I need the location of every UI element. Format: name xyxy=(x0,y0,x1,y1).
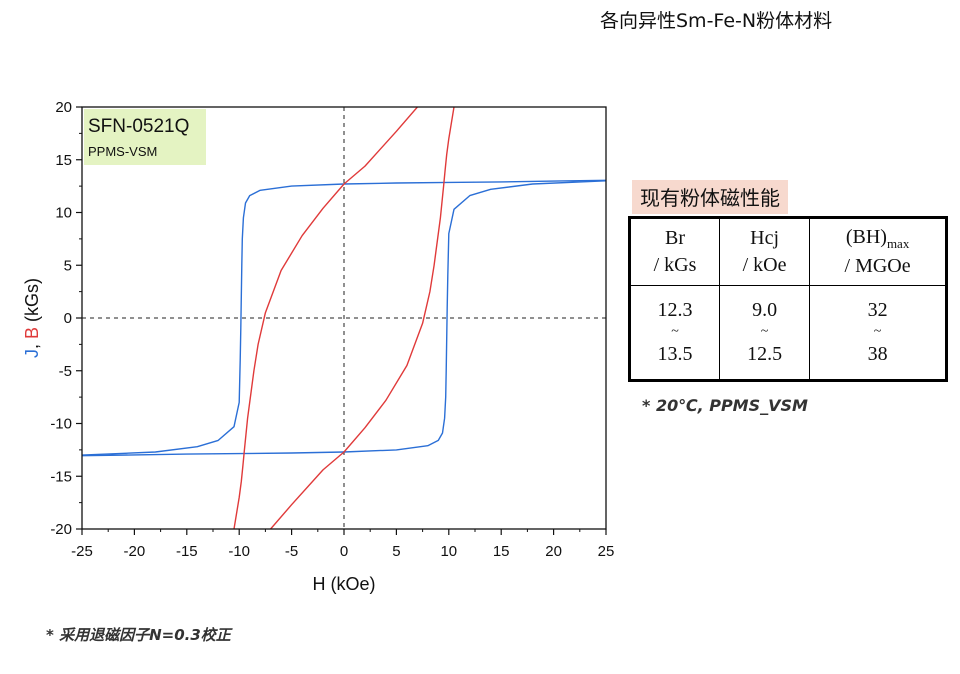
y-axis-title: J, B (kGs) xyxy=(22,278,42,358)
x-tick-label: 15 xyxy=(493,543,510,560)
y-axis-title-part-3: (kGs) xyxy=(22,278,42,327)
curves xyxy=(82,107,606,529)
footnote: * 采用退磁因子N=0.3校正 xyxy=(46,626,231,644)
value-cell-bhmax: 32 ~ 38 xyxy=(809,285,947,381)
y-tick-labels: 20 15 10 5 0 -5 -10 -15 -20 xyxy=(50,99,72,538)
series-0-line-1 xyxy=(82,180,606,457)
x-tick-label: 5 xyxy=(392,543,400,560)
x-tick-label: 20 xyxy=(545,543,562,560)
hysteresis-chart: -25 -20 -15 -10 -5 0 5 10 15 20 25 20 15 10 5 0 -5 -10 -1… xyxy=(22,99,614,594)
value-cell-br: 12.3 ~ 13.5 xyxy=(629,285,720,381)
annotation-subtitle: PPMS-VSM xyxy=(88,144,157,159)
x-tick-label: -25 xyxy=(71,543,93,560)
x-tick-labels: -25 -20 -15 -10 -5 0 5 10 15 20 25 xyxy=(71,543,614,560)
series-1-line-0 xyxy=(233,107,418,529)
series-1-line-1 xyxy=(270,107,455,529)
x-tick-label: -10 xyxy=(228,543,250,560)
y-tick-label: 15 xyxy=(55,152,72,169)
br-max: 13.5 xyxy=(657,342,693,365)
hcj-min: 9.0 xyxy=(752,299,778,322)
y-tick-label: 5 xyxy=(64,257,72,274)
properties-table: Br / kGs Hcj / kOe (BH)max / MGOe 12.3 ~… xyxy=(628,216,948,382)
measurement-note: * 20℃, PPMS_VSM xyxy=(642,396,808,415)
bhmax-min: 32 xyxy=(867,299,888,322)
br-sep: ~ xyxy=(671,324,679,340)
header-bhmax-label: (BH) xyxy=(845,226,887,249)
table-header-row: Br / kGs Hcj / kOe (BH)max / MGOe xyxy=(629,217,947,286)
chart-annotation: SFN-0521Q PPMS-VSM xyxy=(84,109,206,165)
bhmax-max: 38 xyxy=(867,342,888,365)
y-tick-label: -5 xyxy=(59,363,72,380)
header-cell-hcj: Hcj / kOe xyxy=(718,217,811,286)
br-min: 12.3 xyxy=(657,299,693,322)
y-axis-title-part-0: J xyxy=(22,349,42,358)
bhmax-sep: ~ xyxy=(873,324,882,340)
header-br-label: Br xyxy=(664,227,685,249)
header-cell-br: Br / kGs xyxy=(629,217,720,286)
table-row: 12.3 ~ 13.5 9.0 ~ 12.5 32 ~ 38 xyxy=(629,285,947,381)
x-tick-label: 25 xyxy=(598,543,615,560)
x-axis-title: H (kOe) xyxy=(313,574,376,594)
x-tick-label: 0 xyxy=(340,543,348,560)
value-cell-hcj: 9.0 ~ 12.5 xyxy=(718,285,811,381)
page-title: 各向异性Sm-Fe-N粉体材料 xyxy=(600,10,833,32)
x-tick-label: -5 xyxy=(285,543,298,560)
y-tick-label: 0 xyxy=(64,310,72,327)
header-bhmax-unit: / MGOe xyxy=(844,254,911,277)
y-tick-label: -10 xyxy=(50,416,72,433)
y-tick-label: -15 xyxy=(50,468,72,485)
y-axis-title-part-1: , xyxy=(22,339,42,349)
y-tick-label: 10 xyxy=(55,205,72,222)
y-tick-label: -20 xyxy=(50,521,72,538)
x-tick-label: 10 xyxy=(440,543,457,560)
properties-title: 现有粉体磁性能 xyxy=(632,180,788,214)
annotation-title: SFN-0521Q xyxy=(88,116,189,137)
hcj-sep: ~ xyxy=(760,324,769,340)
zero-lines xyxy=(82,107,606,529)
x-tick-label: -15 xyxy=(176,543,198,560)
annotation-background xyxy=(84,109,206,165)
hcj-max: 12.5 xyxy=(747,342,783,365)
header-bhmax-sub: max xyxy=(886,236,910,252)
y-axis-title-part-2: B xyxy=(22,327,42,339)
header-hcj-label: Hcj xyxy=(750,227,780,249)
ticks xyxy=(76,106,607,535)
x-tick-label: -20 xyxy=(124,543,146,560)
header-cell-bhmax: (BH)max / MGOe xyxy=(809,217,947,286)
y-tick-label: 20 xyxy=(55,99,72,116)
series-0-line-0 xyxy=(82,179,606,456)
header-hcj-unit: / kOe xyxy=(742,254,787,276)
header-br-unit: / kGs xyxy=(653,254,697,276)
